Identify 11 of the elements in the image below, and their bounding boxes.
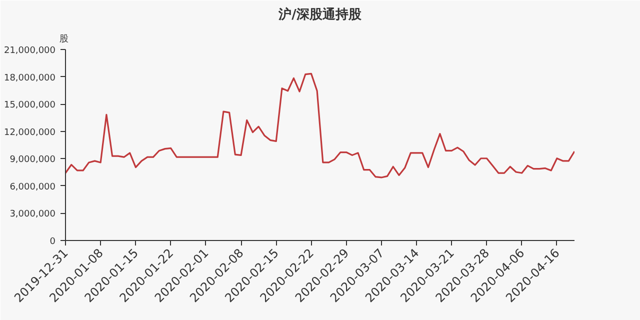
y-tick-label: 6,000,000 — [10, 182, 56, 192]
y-tick-label: 21,000,000 — [4, 46, 56, 56]
y-tick-label: 18,000,000 — [4, 73, 56, 84]
y-tick-label: 3,000,000 — [10, 210, 56, 220]
chart-title: 沪/深股通持股 — [278, 6, 362, 22]
y-tick-label: 12,000,000 — [4, 128, 56, 138]
y-axis-title: 股 — [60, 34, 68, 44]
line-series — [66, 72, 574, 178]
y-tick-label: 15,000,000 — [4, 100, 56, 111]
y-tick-label: 9,000,000 — [10, 155, 56, 166]
y-tick-label: 0 — [50, 237, 56, 247]
